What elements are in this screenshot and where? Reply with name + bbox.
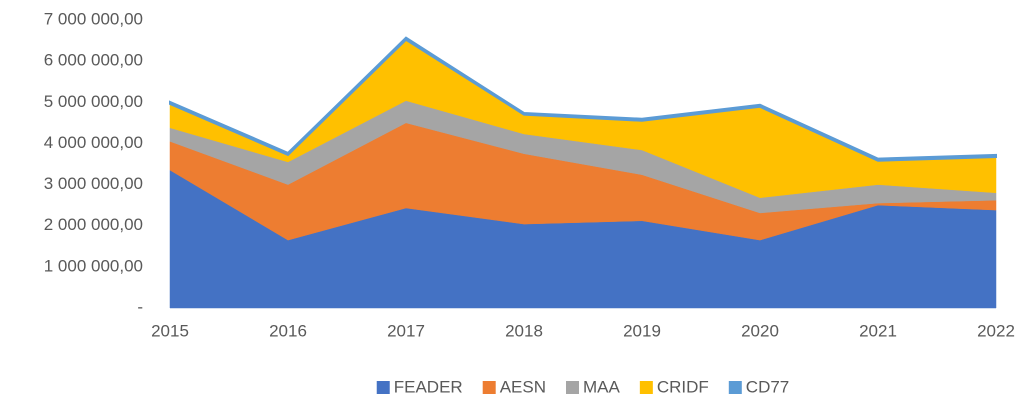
x-tick-label: 2017 [387,321,425,340]
legend-label: MAA [583,377,621,396]
legend-swatch [376,381,390,394]
x-tick-label: 2022 [977,321,1015,340]
y-tick-label: 5 000 000,00 [44,92,143,111]
y-tick-label: 6 000 000,00 [44,51,143,70]
y-tick-label: 2 000 000,00 [44,215,143,234]
y-tick-label: 1 000 000,00 [44,256,143,275]
x-tick-label: 2016 [269,321,307,340]
legend-swatch [566,381,579,394]
y-tick-label: 4 000 000,00 [44,133,143,152]
x-tick-label: 2020 [741,321,779,340]
y-tick-label: 7 000 000,00 [44,9,143,28]
x-tick-label: 2018 [505,321,543,340]
legend-label: CD77 [746,377,789,396]
legend-swatch [728,381,742,394]
legend-swatch [639,381,653,394]
legend-swatch [482,381,496,394]
x-tick-label: 2021 [859,321,897,340]
x-tick-label: 2015 [151,321,189,340]
x-tick-label: 2019 [623,321,661,340]
legend-label: CRIDF [657,377,709,396]
y-tick-label: 3 000 000,00 [44,174,143,193]
legend-label: AESN [500,377,546,396]
area [169,36,997,162]
y-tick-label: - [137,297,143,316]
legend-label: FEADER [394,377,463,396]
